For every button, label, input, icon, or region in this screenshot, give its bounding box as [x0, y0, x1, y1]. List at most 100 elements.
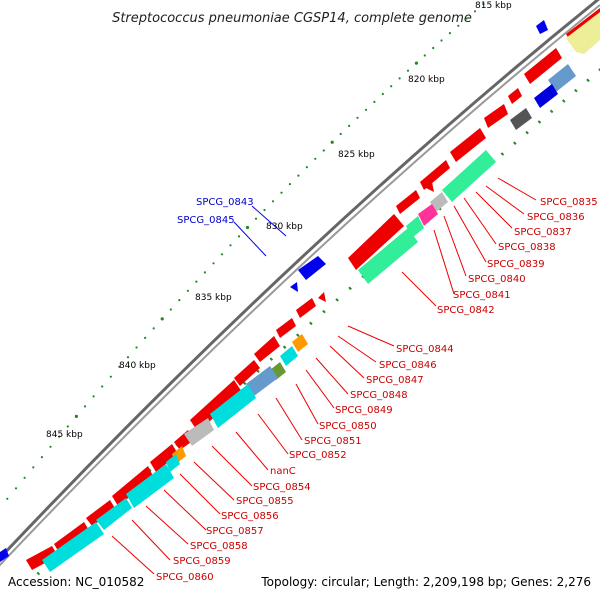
- gene-label-spcg-0835[interactable]: SPCG_0835: [540, 197, 598, 208]
- scale-dot: [473, 10, 477, 13]
- gene-feature-left: [0, 548, 9, 562]
- scale-dot: [74, 414, 78, 418]
- scale-dot: [6, 497, 9, 500]
- cog-block-orange-1: [292, 334, 308, 352]
- scale-dot: [152, 327, 155, 330]
- gene-arrow-16: [112, 466, 154, 506]
- scale-dot: [178, 299, 181, 302]
- cog-block-cyan-1: [280, 346, 298, 366]
- scale-dot: [271, 200, 275, 203]
- scale-dot: [398, 77, 401, 80]
- scale-dot: [23, 476, 26, 479]
- cog-block-cyan-5: [96, 498, 132, 530]
- gene-label-spcg-0838[interactable]: SPCG_0838: [498, 242, 556, 253]
- gene-label-spcg-0841[interactable]: SPCG_0841: [453, 290, 511, 301]
- scale-dot: [186, 289, 189, 292]
- scale-dot: [263, 208, 266, 212]
- scale-dot: [305, 166, 308, 169]
- scale-label-845: 845 kbp: [46, 430, 83, 440]
- cog-block-cyan-2: [210, 384, 256, 428]
- scale-dot: [297, 174, 300, 177]
- gene-label-spcg-0850[interactable]: SPCG_0850: [319, 421, 377, 432]
- gene-label-spcg-0851[interactable]: SPCG_0851: [304, 436, 362, 447]
- scale-dot: [237, 235, 241, 238]
- gene-label-spcg-0839[interactable]: SPCG_0839: [487, 259, 545, 270]
- scale-dot: [135, 346, 138, 349]
- scale-tick: [525, 130, 529, 135]
- gene-label-spcg-0860[interactable]: SPCG_0860: [156, 572, 214, 583]
- gene-label-spcg-0847[interactable]: SPCG_0847: [366, 375, 424, 386]
- gene-label-spcg-0837[interactable]: SPCG_0837: [514, 227, 572, 238]
- gene-arrow-8: [348, 214, 404, 270]
- scale-tick: [36, 571, 41, 576]
- scale-tick: [562, 99, 566, 103]
- gene-label-spcg-0858[interactable]: SPCG_0858: [190, 541, 248, 552]
- gene-arrow-9: [296, 298, 316, 318]
- scale-labels: 815 kbp 820 kbp 825 kbp 830 kbp 835 kbp …: [46, 1, 512, 440]
- scale-dot: [14, 487, 18, 490]
- gene-label-spcg-0852[interactable]: SPCG_0852: [289, 450, 347, 461]
- gene-feature-spcg-0845: [298, 256, 326, 280]
- scale-tick: [537, 120, 542, 124]
- gene-label-spcg-0856[interactable]: SPCG_0856: [221, 511, 279, 522]
- scale-tick: [348, 286, 352, 291]
- gene-label-spcg-0848[interactable]: SPCG_0848: [350, 390, 408, 401]
- scale-dot: [406, 69, 410, 72]
- scale-dot: [280, 191, 283, 194]
- gene-arrow-7: [396, 190, 420, 214]
- scale-tick: [549, 109, 554, 114]
- gene-label-spcg-0845[interactable]: SPCG_0845: [177, 215, 235, 226]
- cog-block-gray-1: [430, 192, 448, 212]
- scale-label-835: 835 kbp: [195, 293, 232, 303]
- scale-dot: [212, 262, 215, 265]
- scale-dot: [66, 425, 69, 428]
- scale-tick: [282, 345, 287, 349]
- scale-dot: [83, 405, 87, 408]
- gene-arrow-21: [426, 182, 434, 192]
- gene-label-nanc[interactable]: nanC: [270, 466, 296, 477]
- scale-label-840: 840 kbp: [119, 361, 156, 371]
- scale-dot: [364, 108, 368, 111]
- gene-feature-spcg-0843: [290, 282, 298, 292]
- scale-dot: [330, 140, 334, 144]
- backbone-inner: [0, 4, 600, 567]
- gene-label-spcg-0846[interactable]: SPCG_0846: [379, 360, 437, 371]
- scale-dot: [314, 157, 317, 160]
- scale-dot: [390, 85, 393, 88]
- gene-label-spcg-0844[interactable]: SPCG_0844: [396, 344, 454, 355]
- gene-label-spcg-0849[interactable]: SPCG_0849: [335, 405, 393, 416]
- scale-dot: [440, 39, 443, 42]
- cog-block-steel-2: [246, 366, 278, 396]
- scale-dot: [465, 17, 468, 20]
- gene-arrow-10: [276, 318, 296, 338]
- inner-gene-labels: SPCG_0835 SPCG_0836 SPCG_0837 SPCG_0838 …: [156, 197, 598, 583]
- scale-dot: [356, 116, 359, 119]
- scale-dot: [414, 61, 418, 65]
- scale-dot: [203, 271, 206, 274]
- topology-summary-text: Topology: circular; Length: 2,209,198 bp…: [260, 575, 591, 589]
- gene-label-spcg-0854[interactable]: SPCG_0854: [253, 482, 311, 493]
- gene-label-spcg-0857[interactable]: SPCG_0857: [206, 526, 264, 537]
- gene-label-spcg-0842[interactable]: SPCG_0842: [437, 305, 495, 316]
- scale-tick: [500, 152, 505, 156]
- scale-tick: [598, 68, 600, 72]
- scale-tick: [335, 298, 339, 302]
- scale-dot: [381, 92, 384, 96]
- scale-tick: [296, 333, 300, 337]
- scale-dot: [288, 183, 291, 186]
- gene-arrow-5: [450, 128, 486, 162]
- gene-label-spcg-0840[interactable]: SPCG_0840: [468, 274, 526, 285]
- scale-dot: [322, 149, 325, 152]
- scale-dot: [457, 24, 460, 27]
- gene-arrow-19: [26, 546, 58, 570]
- gene-label-spcg-0855[interactable]: SPCG_0855: [236, 496, 294, 507]
- gene-arrow-17: [86, 500, 116, 526]
- gene-label-spcg-0836[interactable]: SPCG_0836: [527, 212, 585, 223]
- gene-label-spcg-0859[interactable]: SPCG_0859: [173, 556, 231, 567]
- scale-dot: [482, 3, 485, 6]
- gene-label-spcg-0843[interactable]: SPCG_0843: [196, 197, 254, 208]
- gene-arrow-3: [508, 88, 522, 104]
- scale-dot: [195, 280, 198, 283]
- gene-arrow-2: [524, 48, 562, 84]
- scale-dot: [339, 132, 342, 136]
